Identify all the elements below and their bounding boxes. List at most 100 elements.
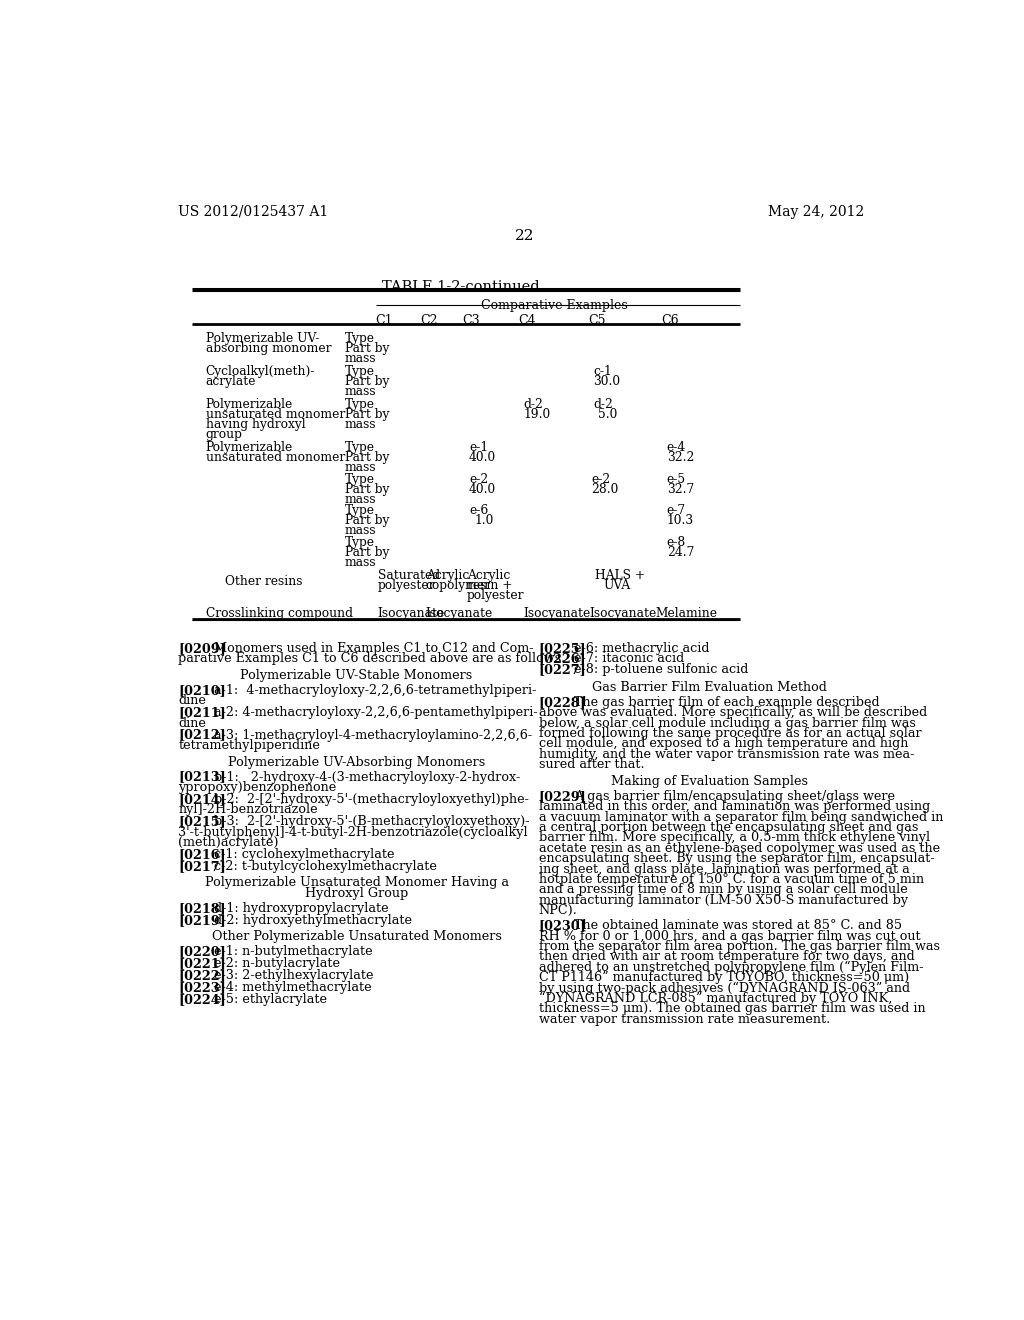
Text: [0211]: [0211] [178,706,226,719]
Text: polyester: polyester [378,579,435,591]
Text: a vacuum laminator with a separator film being sandwiched in: a vacuum laminator with a separator film… [539,810,943,824]
Text: a-3: 1-methacryloyl-4-methacryloylamino-2,2,6,6-: a-3: 1-methacryloyl-4-methacryloylamino-… [214,729,532,742]
Text: cell module, and exposed to a high temperature and high: cell module, and exposed to a high tempe… [539,738,908,751]
Text: Other Polymerizable Unsaturated Monomers: Other Polymerizable Unsaturated Monomers [212,931,502,944]
Text: [0220]: [0220] [178,945,226,958]
Text: e-7: itaconic acid: e-7: itaconic acid [574,652,685,665]
Text: (meth)acrylate): (meth)acrylate) [178,836,279,849]
Text: d-2: d-2 [523,397,543,411]
Text: a central portion between the encapsulating sheet and gas: a central portion between the encapsulat… [539,821,919,834]
Text: US 2012/0125437 A1: US 2012/0125437 A1 [178,205,329,219]
Text: ypropoxy)benzophenone: ypropoxy)benzophenone [178,781,337,793]
Text: above was evaluated. More specifically, as will be described: above was evaluated. More specifically, … [539,706,927,719]
Text: having hydroxyl: having hydroxyl [206,418,305,430]
Text: resin +: resin + [467,579,512,591]
Text: below, a solar cell module including a gas barrier film was: below, a solar cell module including a g… [539,717,915,730]
Text: Isocyanate: Isocyanate [523,607,591,620]
Text: TABLE 1-2-continued: TABLE 1-2-continued [382,280,540,294]
Text: May 24, 2012: May 24, 2012 [768,205,864,219]
Text: c-1: cyclohexylmethacrylate: c-1: cyclohexylmethacrylate [214,847,394,861]
Text: a-1:  4-methacryloyloxy-2,2,6,6-tetramethylpiperi-: a-1: 4-methacryloyloxy-2,2,6,6-tetrameth… [214,684,537,697]
Text: d-2: hydroxyethylmethacrylate: d-2: hydroxyethylmethacrylate [214,913,412,927]
Text: [0217]: [0217] [178,859,226,873]
Text: Polymerizable UV-: Polymerizable UV- [206,331,318,345]
Text: thickness=5 μm). The obtained gas barrier film was used in: thickness=5 μm). The obtained gas barrie… [539,1002,926,1015]
Text: unsaturated monomer: unsaturated monomer [206,408,345,421]
Text: absorbing monomer: absorbing monomer [206,342,331,355]
Text: e-5: ethylacrylate: e-5: ethylacrylate [214,993,327,1006]
Text: e-1: n-butylmethacrylate: e-1: n-butylmethacrylate [214,945,373,958]
Text: [0210]: [0210] [178,684,226,697]
Text: e-2: e-2 [592,473,610,486]
Text: mass: mass [345,461,377,474]
Text: d-2: d-2 [593,397,613,411]
Text: 30.0: 30.0 [593,375,621,388]
Text: then dried with air at room temperature for two days, and: then dried with air at room temperature … [539,950,914,964]
Text: Part by: Part by [345,375,389,388]
Text: dine: dine [178,717,206,730]
Text: Part by: Part by [345,545,389,558]
Text: Hydroxyl Group: Hydroxyl Group [305,887,409,900]
Text: 3'-t-butylphenyl]-4-t-butyl-2H-benzotriazole(cycloalkyl: 3'-t-butylphenyl]-4-t-butyl-2H-benzotria… [178,825,528,838]
Text: [0212]: [0212] [178,729,226,742]
Text: sured after that.: sured after that. [539,758,644,771]
Text: Acrylic: Acrylic [426,569,469,582]
Text: e-5: e-5 [667,473,686,486]
Text: Isocyanate: Isocyanate [426,607,493,620]
Text: Monomers used in Examples C1 to C12 and Com-: Monomers used in Examples C1 to C12 and … [214,642,534,655]
Text: [0226]: [0226] [539,652,587,665]
Text: e-2: n-butylacrylate: e-2: n-butylacrylate [214,957,340,970]
Text: 28.0: 28.0 [592,483,618,495]
Text: RH % for 0 or 1,000 hrs, and a gas barrier film was cut out: RH % for 0 or 1,000 hrs, and a gas barri… [539,929,921,942]
Text: acetate resin as an ethylene-based copolymer was used as the: acetate resin as an ethylene-based copol… [539,842,940,855]
Text: Making of Evaluation Samples: Making of Evaluation Samples [610,775,808,788]
Text: [0223]: [0223] [178,981,226,994]
Text: Part by: Part by [345,342,389,355]
Text: Part by: Part by [345,451,389,465]
Text: a-2: 4-methacryloyloxy-2,2,6,6-pentamethylpiperi-: a-2: 4-methacryloyloxy-2,2,6,6-pentameth… [214,706,538,719]
Text: 40.0: 40.0 [469,483,497,495]
Text: mass: mass [345,385,377,397]
Text: adhered to an unstretched polypropylene film (“Pylen Film-: adhered to an unstretched polypropylene … [539,961,924,974]
Text: [0229]: [0229] [539,789,587,803]
Text: [0218]: [0218] [178,902,226,915]
Text: laminated in this order, and lamination was performed using: laminated in this order, and lamination … [539,800,930,813]
Text: encapsulating sheet. By using the separator film, encapsulat-: encapsulating sheet. By using the separa… [539,853,934,865]
Text: mass: mass [345,524,377,537]
Text: Part by: Part by [345,483,389,495]
Text: Melamine: Melamine [655,607,717,620]
Text: Acrylic: Acrylic [467,569,510,582]
Text: Cycloalkyl(meth)-: Cycloalkyl(meth)- [206,364,315,378]
Text: from the separator film area portion. The gas barrier film was: from the separator film area portion. Th… [539,940,940,953]
Text: Crosslinking compound: Crosslinking compound [206,607,352,620]
Text: d-1: hydroxypropylacrylate: d-1: hydroxypropylacrylate [214,902,389,915]
Text: Polymerizable: Polymerizable [206,397,293,411]
Text: NPC).: NPC). [539,904,578,917]
Text: Polymerizable UV-Stable Monomers: Polymerizable UV-Stable Monomers [241,669,473,682]
Text: manufacturing laminator (LM-50 X50-S manufactured by: manufacturing laminator (LM-50 X50-S man… [539,894,908,907]
Text: 22: 22 [515,230,535,243]
Text: mass: mass [345,418,377,430]
Text: UVA: UVA [603,579,631,591]
Text: Type: Type [345,364,375,378]
Text: Type: Type [345,397,375,411]
Text: [0230]: [0230] [539,919,587,932]
Text: “DYNAGRAND LCR-085” manufactured by TOYO INK,: “DYNAGRAND LCR-085” manufactured by TOYO… [539,991,892,1005]
Text: b-3:  2-[2'-hydroxy-5'-(B-methacryloyloxyethoxy)-: b-3: 2-[2'-hydroxy-5'-(B-methacryloyloxy… [214,816,529,828]
Text: mass: mass [345,556,377,569]
Text: e-4: e-4 [667,441,686,454]
Text: Other resins: Other resins [225,576,302,587]
Text: e-8: p-toluene sulfonic acid: e-8: p-toluene sulfonic acid [574,663,749,676]
Text: acrylate: acrylate [206,375,256,388]
Text: The gas barrier film of each example described: The gas barrier film of each example des… [574,696,880,709]
Text: Type: Type [345,473,375,486]
Text: tetramethylpiperidine: tetramethylpiperidine [178,739,321,752]
Text: [0209]: [0209] [178,642,226,655]
Text: [0222]: [0222] [178,969,226,982]
Text: barrier film. More specifically, a 0.5-mm thick ethylene vinyl: barrier film. More specifically, a 0.5-m… [539,832,930,845]
Text: Isocyanate: Isocyanate [589,607,656,620]
Text: 32.2: 32.2 [667,451,694,465]
Text: by using two-pack adhesives (“DYNAGRAND IS-063” and: by using two-pack adhesives (“DYNAGRAND … [539,982,910,995]
Text: e-7: e-7 [667,504,686,517]
Text: The obtained laminate was stored at 85° C. and 85: The obtained laminate was stored at 85° … [574,919,902,932]
